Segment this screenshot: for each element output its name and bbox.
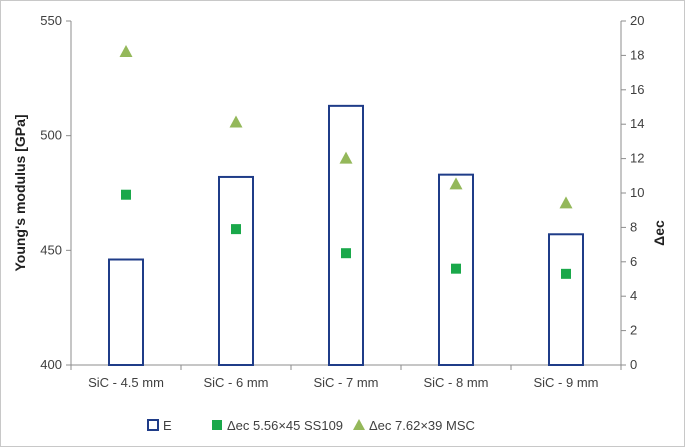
marker-square <box>561 268 571 279</box>
y-right-tick-label: 4 <box>630 288 637 303</box>
marker-square <box>121 189 131 200</box>
legend-swatch-E <box>147 419 159 431</box>
marker-square <box>341 248 351 259</box>
y-right-tick-label: 14 <box>630 116 644 131</box>
x-tick-label: SiC - 4.5 mm <box>88 375 164 390</box>
legend-swatch-square <box>212 420 222 430</box>
x-tick-label: SiC - 6 mm <box>204 375 269 390</box>
marker-square <box>451 263 461 274</box>
y-left-tick-label: 400 <box>40 357 62 372</box>
y-left-tick-label: 550 <box>40 13 62 28</box>
legend-label: Δec 7.62×39 MSC <box>369 418 475 433</box>
marker-square <box>231 224 241 235</box>
bar-E <box>108 258 144 366</box>
y-right-tick-label: 18 <box>630 47 644 62</box>
x-tick-label: SiC - 8 mm <box>424 375 489 390</box>
y-right-tick-label: 8 <box>630 219 637 234</box>
bar-E <box>328 104 364 366</box>
marker-triangle <box>229 115 243 128</box>
y-axis-title: Young's modulus [GPa] <box>12 114 28 271</box>
x-tick-label: SiC - 7 mm <box>314 375 379 390</box>
y-left-tick-label: 450 <box>40 242 62 257</box>
bar-E <box>548 233 584 366</box>
marker-triangle <box>559 196 573 209</box>
y-right-tick-label: 20 <box>630 13 644 28</box>
bar-E <box>218 175 254 366</box>
legend-label: Δec 5.56×45 SS109 <box>227 418 343 433</box>
y-left-tick-label: 500 <box>40 128 62 143</box>
legend-label: E <box>163 418 172 433</box>
y-right-tick-label: 12 <box>630 151 644 166</box>
x-tick-label: SiC - 9 mm <box>534 375 599 390</box>
y-right-tick-label: 10 <box>630 185 644 200</box>
legend-swatch-triangle <box>353 419 365 430</box>
y-right-tick-label: 0 <box>630 357 637 372</box>
y-right-tick-label: 6 <box>630 254 637 269</box>
marker-triangle <box>119 44 133 57</box>
marker-triangle <box>449 177 463 190</box>
y2-axis-title: Δec <box>651 220 667 246</box>
y-right-tick-label: 2 <box>630 323 637 338</box>
marker-triangle <box>339 151 353 164</box>
y-right-tick-label: 16 <box>630 82 644 97</box>
